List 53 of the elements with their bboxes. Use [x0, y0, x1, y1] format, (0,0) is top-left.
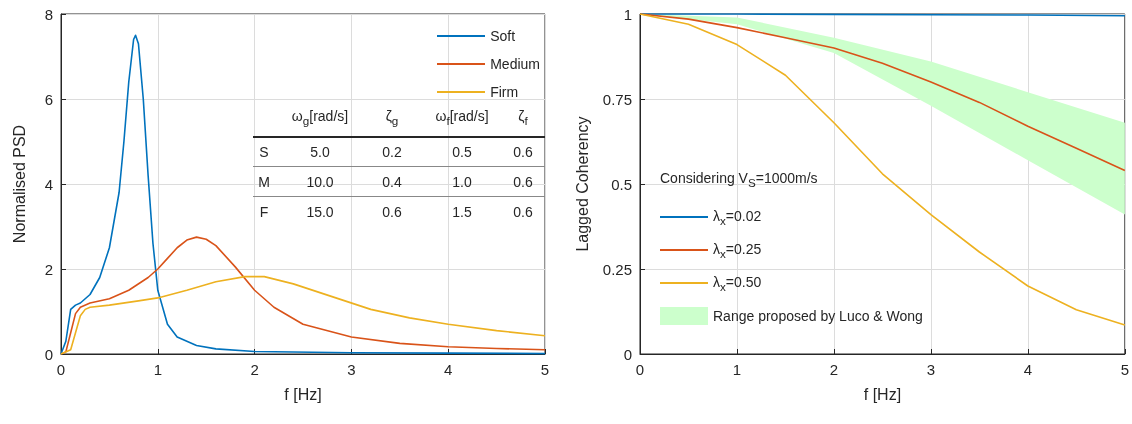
annotation: ω$_{g}$[rad/s] — [291, 108, 349, 127]
legend-label: λ$_{x}$=0.50 — [713, 273, 762, 293]
legend-label: Range proposed by Luco & Wong — [713, 308, 923, 325]
annotation: S — [259, 144, 269, 160]
annotation: 0.6 — [513, 204, 533, 220]
x-tick-label: 2 — [250, 361, 259, 378]
y-tick-label: 1 — [623, 5, 632, 23]
x-tick-label: 1 — [732, 361, 742, 378]
annotation: 5.0 — [310, 144, 330, 160]
y-tick-label: 2 — [44, 260, 53, 278]
annotation: F — [259, 204, 269, 220]
annotation: ζ$_{f}$ — [518, 108, 528, 127]
annotation: ζ$_{g}$ — [385, 108, 399, 127]
legend-label: λ$_{x}$=0.25 — [713, 240, 762, 260]
y-tick-label: 0 — [623, 345, 632, 363]
y-tick-label: 0.75 — [602, 90, 632, 108]
y-tick-label: 0 — [44, 345, 53, 363]
x-tick-label: 3 — [347, 361, 356, 378]
annotation: 0.4 — [382, 174, 402, 190]
x-tick-label: 5 — [1120, 361, 1129, 378]
annotation: 0.6 — [513, 144, 533, 160]
annotation: 0.6 — [513, 174, 533, 190]
x-tick-label: 2 — [829, 361, 839, 378]
x-axis-title: f [Hz] — [863, 385, 902, 403]
x-tick-label: 5 — [540, 361, 550, 378]
annotation: 0.2 — [382, 144, 402, 160]
annotation: 10.0 — [306, 174, 334, 190]
legend-title: Considering V$_{S}$=1000m/s — [660, 170, 819, 189]
annotation: ω$_{f}$[rad/s] — [435, 108, 489, 127]
y-tick-label: 0.25 — [602, 260, 632, 278]
legend-label: Medium — [490, 56, 540, 72]
legend-label: Soft — [490, 28, 516, 44]
y-axis-title: Lagged Coherency — [573, 116, 591, 252]
x-tick-label: 0 — [635, 361, 645, 378]
annotation: 1.0 — [452, 174, 472, 190]
annotation: M — [258, 174, 270, 190]
x-tick-label: 3 — [926, 361, 936, 378]
annotation: 0.6 — [382, 204, 402, 220]
x-tick-label: 0 — [56, 361, 66, 378]
y-tick-label: 8 — [44, 5, 53, 23]
y-tick-label: 6 — [44, 90, 53, 108]
x-tick-label: 4 — [444, 361, 453, 378]
y-axis-title: Normalised PSD — [10, 124, 28, 244]
annotation: 0.5 — [452, 144, 472, 160]
x-tick-label: 1 — [153, 361, 162, 378]
annotation: 15.0 — [306, 204, 334, 220]
annotation: 1.5 — [452, 204, 472, 220]
y-tick-label: 4 — [44, 175, 53, 193]
x-tick-label: 4 — [1023, 361, 1033, 378]
x-axis-title: f [Hz] — [284, 385, 322, 403]
legend-label: Firm — [490, 84, 519, 100]
legend-label: λ$_{x}$=0.02 — [713, 207, 762, 227]
y-tick-label: 0.5 — [611, 175, 632, 193]
